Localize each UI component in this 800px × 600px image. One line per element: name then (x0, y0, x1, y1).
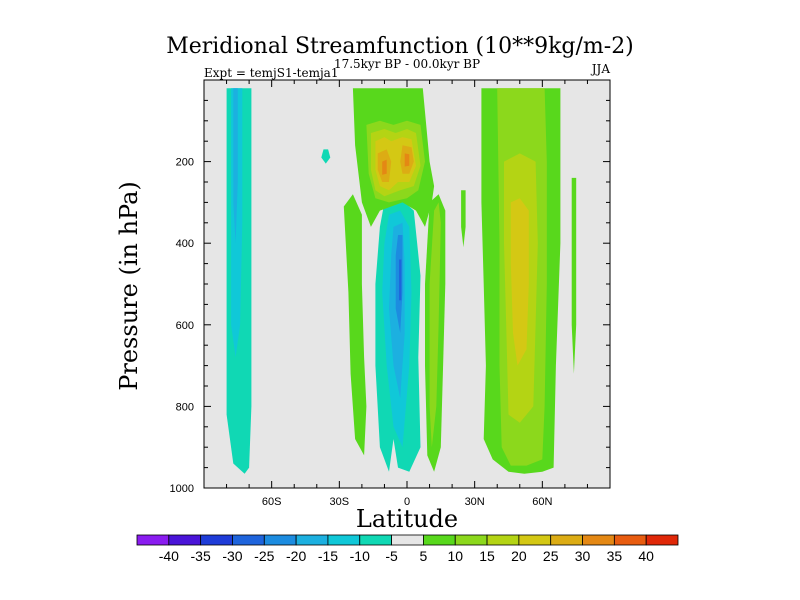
contour-layer (226, 88, 577, 474)
tick-marks (204, 80, 610, 488)
colorbar-swatch (518, 534, 552, 546)
colorbar-swatch (200, 534, 233, 546)
y-tick-label: 600 (176, 320, 194, 332)
contour-sh-polar-cell-inner (233, 88, 238, 244)
colorbar-swatch (550, 534, 583, 546)
colorbar-swatch (136, 534, 170, 546)
colorbar-label: -10 (350, 548, 370, 564)
colorbar-label: 15 (479, 548, 495, 564)
colorbar-label: -5 (385, 548, 398, 564)
colorbar-swatch (359, 534, 392, 546)
colorbar-swatch (391, 534, 424, 546)
colorbar-label: 40 (638, 548, 654, 564)
contour-far-north-patch (571, 177, 577, 374)
season-label: JJA (590, 62, 611, 76)
plot-area: 60S 30S 0 30N 60N 200 400 600 800 1000 (170, 79, 611, 508)
colorbar: -40 -35 -30 -25 -20 -15 -10 -5 5 10 15 20 25 30 35 40 (136, 534, 679, 564)
chart-title: Meridional Streamfunction (10**9kg/m-2) (166, 34, 634, 59)
colorbar-label: -30 (222, 548, 242, 564)
colorbar-swatch (454, 534, 488, 546)
colorbar-swatch (295, 534, 329, 546)
y-tick-label: 400 (176, 238, 194, 250)
colorbar-swatch (645, 534, 679, 546)
y-axis-label: Pressure (in hPa) (115, 181, 143, 391)
x-tick-label: 60S (262, 496, 282, 508)
colorbar-swatch (327, 534, 361, 546)
period-label: 17.5kyr BP - 00.0kyr BP (334, 57, 480, 71)
colorbar-label: 10 (447, 548, 463, 564)
colorbar-swatch (423, 534, 456, 546)
colorbar-swatch (263, 534, 297, 546)
colorbar-label: 20 (511, 548, 527, 564)
contour-upper-pos-east-peak (404, 153, 410, 167)
contour-lower-pos-sw (343, 194, 367, 456)
colorbar-swatch (232, 534, 265, 546)
y-tick-label: 1000 (170, 483, 194, 495)
colorbar-swatch (613, 534, 647, 546)
contour-lower-pos-mid-inner (429, 202, 441, 448)
x-tick-label: 30N (465, 496, 485, 508)
y-tick-label: 200 (176, 157, 194, 169)
colorbar-swatch (486, 534, 520, 546)
colorbar-label: 5 (420, 548, 428, 564)
tick-labels: 60S 30S 0 30N 60N 200 400 600 800 1000 (170, 157, 553, 508)
contour-upper-pos-west-peak (382, 159, 387, 175)
colorbar-label: -25 (254, 548, 274, 564)
colorbar-swatch (582, 534, 615, 546)
contour-hadley-south-peak (399, 259, 402, 301)
experiment-label: Expt = temjS1-temja1 (204, 66, 338, 80)
contour-thin-pos-strip (461, 190, 466, 248)
x-tick-label: 60N (532, 496, 552, 508)
contour-nh-cell-core (510, 198, 529, 366)
x-tick-label: 0 (404, 496, 410, 508)
x-axis-label: Latitude (356, 505, 458, 533)
colorbar-label: -35 (191, 548, 211, 564)
colorbar-label: -40 (159, 548, 179, 564)
colorbar-label: 30 (575, 548, 591, 564)
colorbar-label: 35 (607, 548, 623, 564)
colorbar-label: -15 (318, 548, 338, 564)
x-tick-label: 30S (330, 496, 350, 508)
colorbar-label: 25 (543, 548, 559, 564)
colorbar-swatch (168, 534, 202, 546)
colorbar-label: -20 (286, 548, 306, 564)
y-tick-label: 800 (176, 401, 194, 413)
contour-small-neg-patch (321, 149, 331, 164)
